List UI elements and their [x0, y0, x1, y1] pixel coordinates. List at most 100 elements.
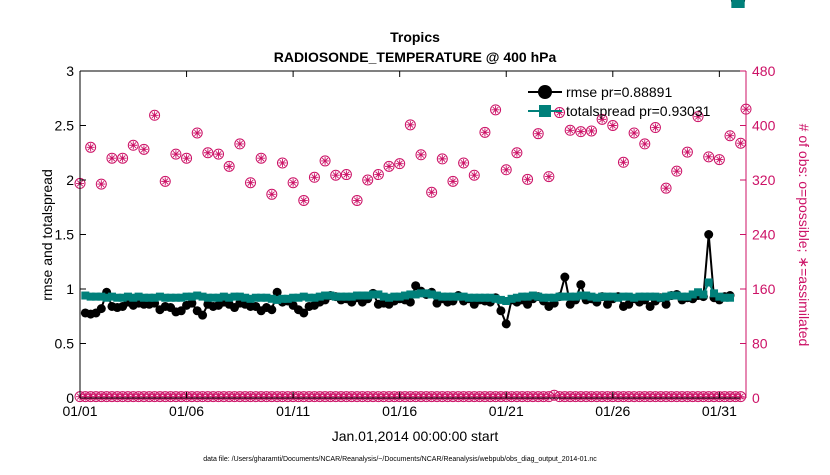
spread-point: [385, 293, 394, 302]
obs-assimilated-marker: [150, 111, 159, 120]
spread-point: [416, 289, 425, 298]
obs-assimilated-marker: [161, 177, 170, 186]
obs-count-point: [244, 177, 256, 189]
obs-assimilated-marker: [331, 171, 340, 180]
legend: rmse pr=0.88891 totalspread pr=0.93031: [528, 84, 711, 119]
obs-possible-marker: [404, 119, 416, 131]
spread-point: [203, 293, 212, 302]
spread-point: [401, 291, 410, 300]
spread-point: [544, 293, 553, 302]
rmse-point: [198, 310, 208, 320]
spread-point: [528, 291, 537, 300]
data-file-footnote: data file: /Users/gharamti/Documents/NCA…: [203, 456, 597, 463]
spread-point: [326, 291, 335, 300]
obs-assimilated-marker: [630, 128, 639, 137]
legend-rmse-marker: [538, 85, 552, 99]
obs-count-point: [575, 126, 587, 138]
spread-point: [539, 293, 548, 302]
spread-point: [502, 296, 511, 305]
spread-point: [155, 292, 164, 301]
spread-point: [241, 293, 250, 302]
obs-possible-marker: [106, 152, 118, 164]
obs-possible-marker: [554, 107, 566, 119]
obs-possible-marker: [244, 177, 256, 189]
spread-point: [358, 291, 367, 300]
obs-possible-marker: [681, 146, 693, 158]
spread-point: [678, 292, 687, 301]
spread-point: [246, 294, 255, 303]
spread-point: [427, 290, 436, 299]
y-tick-label-right: 480: [752, 63, 776, 79]
obs-possible-marker: [351, 194, 363, 206]
obs-possible-marker: [340, 169, 352, 181]
spread-point: [278, 294, 287, 303]
obs-count-series: [74, 103, 752, 403]
obs-assimilated-marker: [107, 154, 116, 163]
spread-point: [715, 292, 724, 301]
obs-possible-marker: [95, 178, 107, 190]
obs-count-point: [628, 127, 640, 139]
rmse-point: [496, 306, 506, 316]
obs-assimilated-marker: [374, 170, 383, 179]
obs-count-point: [404, 119, 416, 131]
spread-point: [598, 292, 607, 301]
spread-point: [491, 294, 500, 303]
y-tick-label-right: 160: [752, 281, 776, 297]
obs-assimilated-marker: [416, 150, 425, 159]
spread-point: [97, 292, 106, 301]
obs-possible-marker: [628, 127, 640, 139]
x-axis-label: Jan.01,2014 00:00:00 start: [332, 428, 499, 444]
y-tick-label-right: 400: [752, 118, 776, 134]
obs-count-point: [213, 148, 225, 160]
spread-point: [646, 292, 655, 301]
spread-point: [86, 292, 95, 301]
obs-assimilated-marker: [694, 112, 703, 121]
spread-point: [704, 278, 713, 287]
obs-count-point: [468, 169, 480, 181]
obs-possible-marker: [159, 175, 171, 187]
spread-point: [411, 290, 420, 299]
spread-point: [395, 292, 404, 301]
obs-possible-marker: [703, 151, 715, 163]
obs-count-point: [149, 109, 161, 121]
spread-point: [347, 292, 356, 301]
spread-point: [630, 293, 639, 302]
spread-point: [374, 290, 383, 299]
obs-assimilated-marker: [395, 159, 404, 168]
rmse-point: [405, 297, 415, 307]
obs-assimilated-marker: [278, 158, 287, 167]
obs-assimilated-marker: [608, 121, 617, 130]
obs-assimilated-marker: [203, 148, 212, 157]
obs-possible-marker: [649, 122, 661, 134]
obs-possible-marker: [479, 126, 491, 138]
spread-point: [624, 292, 633, 301]
spread-point: [672, 291, 681, 300]
spread-point: [550, 293, 559, 302]
obs-possible-marker: [543, 171, 555, 183]
obs-count-point: [298, 194, 310, 206]
spread-point: [171, 293, 180, 302]
y-tick-label-left: 1: [66, 281, 74, 297]
obs-count-point: [511, 147, 523, 159]
spread-point: [177, 293, 186, 302]
spread-point: [342, 292, 351, 301]
spread-point: [512, 293, 521, 302]
spread-point: [683, 292, 692, 301]
obs-count-point: [713, 154, 725, 166]
obs-possible-marker: [223, 160, 235, 172]
obs-assimilated-marker: [576, 127, 585, 136]
obs-assimilated-marker: [619, 158, 628, 167]
spread-point: [363, 291, 372, 300]
obs-assimilated-marker: [289, 178, 298, 187]
obs-possible-marker: [426, 186, 438, 198]
obs-assimilated-marker: [470, 171, 479, 180]
obs-count-point: [330, 169, 342, 181]
obs-count-point: [319, 155, 331, 167]
spread-point: [321, 291, 330, 300]
spread-point: [720, 293, 729, 302]
y-tick-label-left: 3: [66, 63, 74, 79]
spread-point: [353, 291, 362, 300]
obs-assimilated-marker: [555, 108, 564, 117]
spread-point: [337, 292, 346, 301]
spread-point: [379, 292, 388, 301]
